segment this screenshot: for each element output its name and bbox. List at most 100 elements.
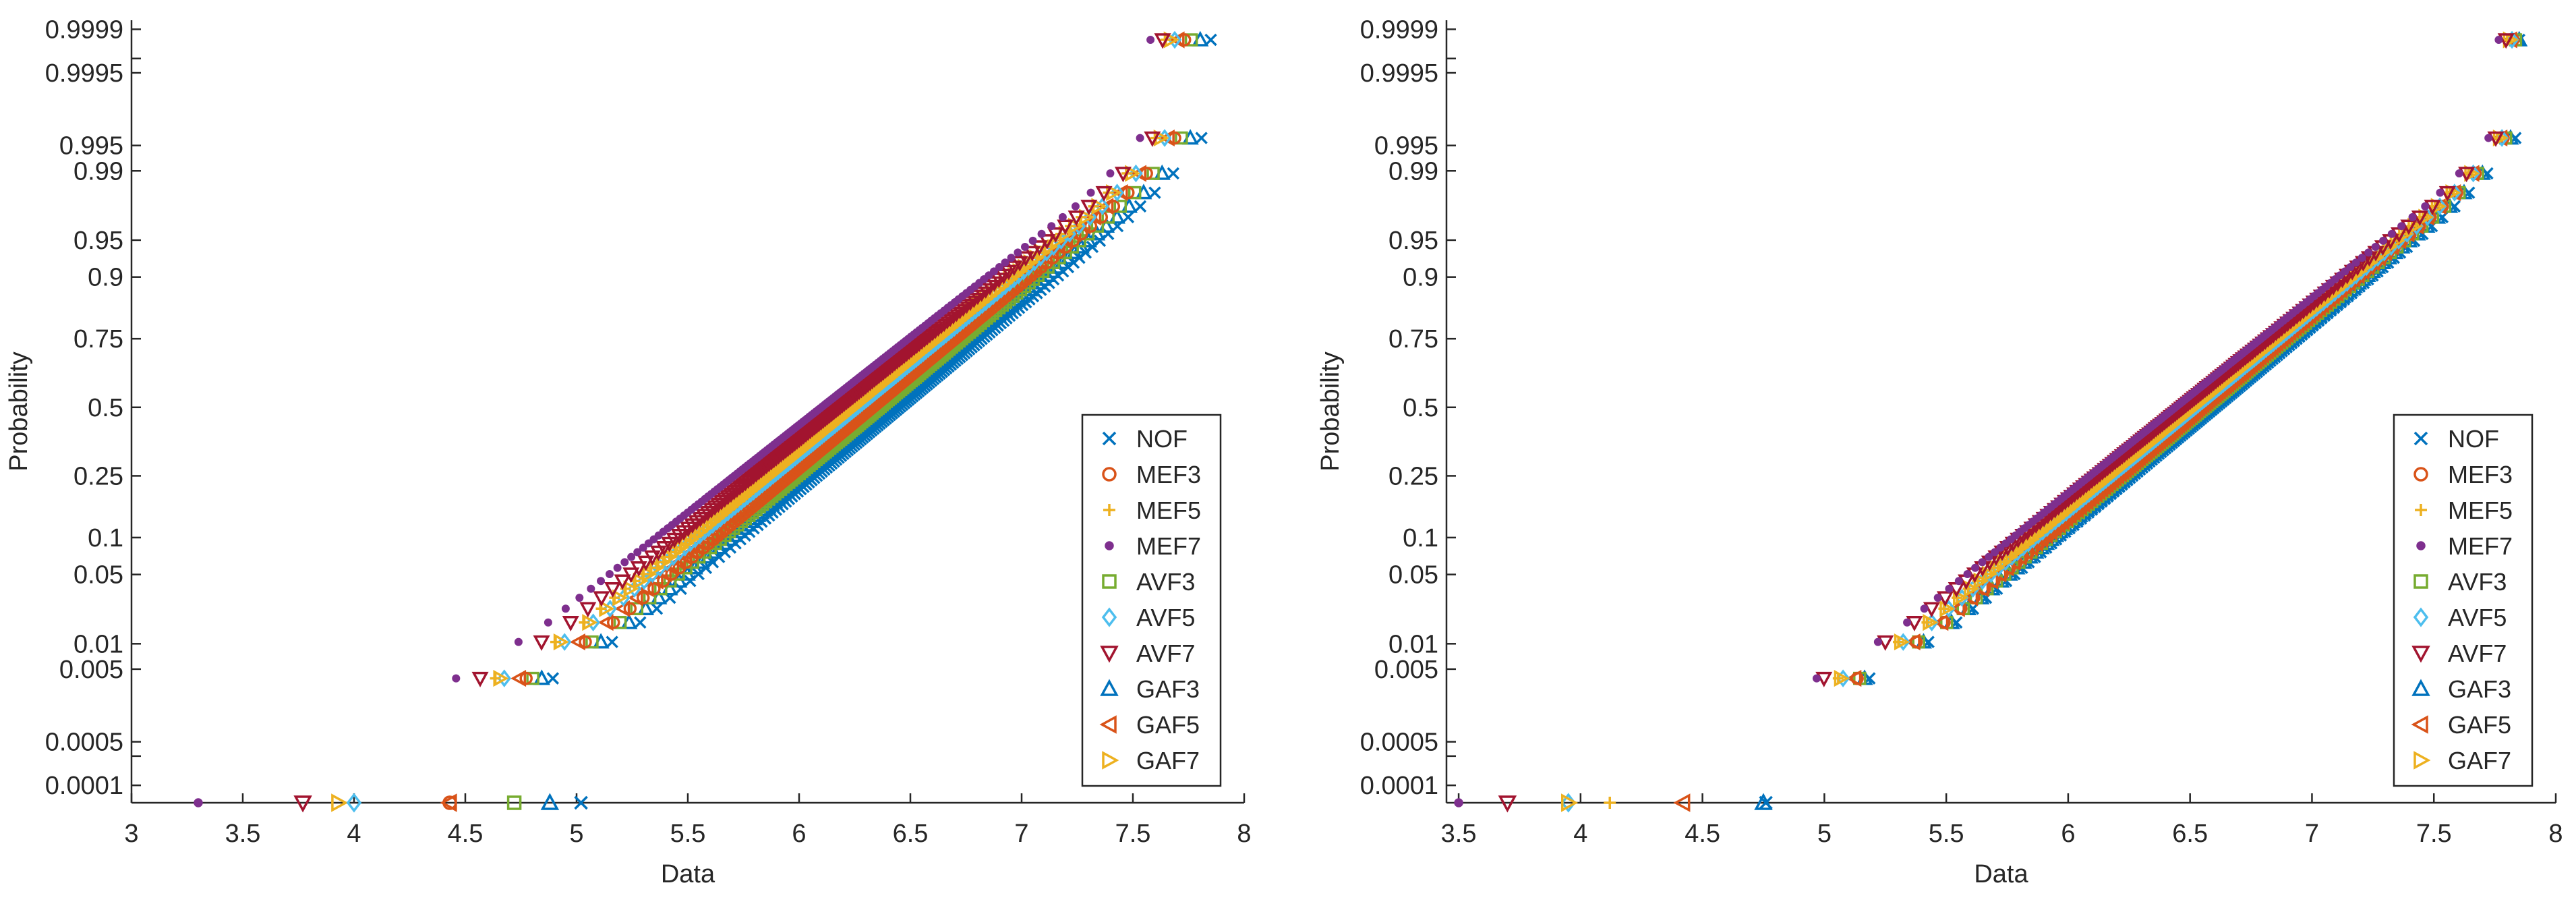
data-point (1906, 615, 1923, 631)
data-point (1086, 188, 1095, 197)
data-point (1146, 36, 1155, 45)
y-tick-label: 0.99 (1388, 157, 1438, 186)
data-point (526, 671, 539, 685)
x-tick-label: 7 (1014, 820, 1028, 848)
data-point (1095, 186, 1113, 202)
x-tick-label: 5.5 (670, 820, 706, 848)
y-tick-label: 0.05 (1388, 561, 1438, 590)
data-point (623, 602, 637, 615)
min-point-gaf5 (1673, 793, 1691, 812)
data-point (579, 635, 592, 649)
data-point (561, 604, 570, 613)
legend-item-avf3: AVF3 (1102, 568, 1195, 596)
data-point (1057, 219, 1074, 235)
data-point (1081, 227, 1095, 241)
data-point (921, 328, 939, 344)
data-point (1167, 167, 1180, 180)
min-point-gaf3 (540, 793, 560, 810)
data-point (452, 674, 461, 683)
min-point-avf7 (293, 795, 312, 813)
data-point (1017, 251, 1034, 267)
data-point (731, 480, 749, 496)
data-point (1028, 236, 1037, 245)
data-point (519, 671, 533, 685)
data-point (1114, 167, 1132, 183)
data-point (722, 487, 740, 503)
data-point (1920, 604, 1929, 613)
y-tick-label: 0.995 (1374, 132, 1438, 161)
legend-label: GAF7 (1136, 747, 1200, 774)
data-point (2371, 243, 2380, 252)
data-point (1134, 200, 1147, 213)
x-marker-icon (1102, 431, 1117, 446)
y-tick-label: 0.75 (74, 325, 123, 353)
data-point (2387, 229, 2396, 238)
data-point (1030, 240, 1048, 256)
data-point (2438, 186, 2456, 202)
legend-label: AVF7 (2448, 640, 2507, 667)
data-point (2351, 258, 2360, 267)
legend-item-mef7: MEF7 (2416, 532, 2513, 560)
data-point (1877, 635, 1894, 651)
legend-label: MEF5 (1136, 496, 1201, 524)
min-point-mef5 (1604, 797, 1616, 809)
data-point (929, 321, 947, 337)
legend-item-gaf5: GAF5 (2411, 711, 2511, 739)
data-point (593, 591, 610, 607)
data-point (2497, 33, 2515, 49)
data-point (699, 505, 717, 522)
data-point (597, 614, 614, 631)
data-point (1903, 618, 1912, 627)
data-point (2397, 222, 2406, 231)
data-point (604, 582, 622, 598)
data-point (1121, 210, 1135, 224)
data-point (713, 494, 730, 511)
data-point (579, 617, 590, 628)
diamond-marker-icon (1101, 607, 1117, 627)
y-tick-label: 0.99 (74, 157, 123, 186)
triup-marker-icon (1100, 679, 1119, 696)
dot-marker-icon (1105, 541, 1114, 550)
data-point (951, 304, 969, 320)
data-point (1024, 246, 1041, 262)
x-marker-icon (2413, 431, 2428, 446)
x-tick-label: 6 (2061, 820, 2075, 848)
data-point (719, 490, 737, 506)
legend-label: MEF3 (1136, 461, 1201, 488)
data-point (585, 635, 599, 649)
data-point (1836, 669, 1850, 687)
data-point (703, 503, 720, 519)
data-point (637, 591, 650, 604)
data-point (1038, 234, 1056, 250)
y-tick-label: 0.9999 (1360, 16, 1438, 44)
data-point (995, 262, 1003, 271)
chart-panel-1: 3 3.5 4 4.5 5 5.5 6 6.5 7 7.5 80.00010.00050.0050.… (5, 16, 1252, 888)
data-point (2411, 210, 2428, 227)
diamond-marker-icon (2413, 607, 2429, 627)
data-point (1001, 258, 1009, 267)
y-tick-label: 0.5 (88, 394, 123, 422)
data-point (1080, 200, 1098, 216)
data-point (941, 312, 959, 328)
min-point-avf3 (506, 795, 522, 810)
legend-label: AVF7 (1136, 640, 1195, 667)
square-marker-icon (1102, 574, 1117, 589)
data-point (605, 569, 614, 578)
data-point (2408, 212, 2417, 221)
data-point (1037, 229, 1046, 238)
data-point (1815, 671, 1833, 687)
plus-marker-icon (2415, 504, 2427, 516)
data-point (1904, 633, 1921, 651)
data-point (2494, 36, 2503, 45)
data-point (1128, 186, 1142, 200)
y-tick-label: 0.0005 (1360, 729, 1438, 757)
x-axis-title: Data (1974, 860, 2028, 888)
data-point (1954, 577, 1963, 586)
data-point (935, 316, 953, 333)
x-tick-label: 7 (2305, 820, 2319, 848)
legend-item-mef3: MEF3 (2413, 461, 2513, 488)
data-point (1933, 614, 1949, 631)
min-point-avf7 (1498, 795, 1517, 813)
data-point (716, 492, 734, 508)
data-point (1846, 670, 1862, 687)
